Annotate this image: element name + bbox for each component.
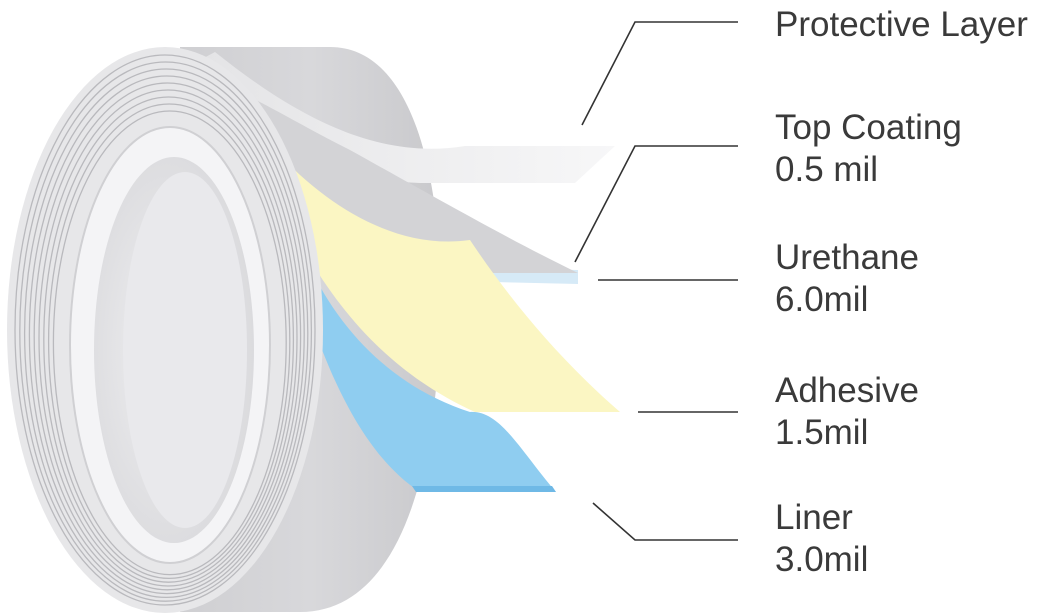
adhesive-strip (258, 150, 620, 412)
roll-wrap-line (28, 75, 305, 595)
leader-line-protective (581, 21, 738, 126)
liner-edge (412, 486, 556, 492)
roll-wrap-lines (14, 54, 316, 606)
roll-wrap-line (52, 110, 287, 576)
roll-wrap-line (43, 96, 295, 583)
label-adhesive: Adhesive 1.5mil (775, 370, 919, 454)
urethane-strip (225, 88, 578, 273)
roll-wrap-line (23, 68, 309, 599)
leader-line-top-coating (574, 145, 738, 263)
roll-wrap-line (47, 103, 291, 580)
layer-thickness: 3.0mil (775, 540, 869, 579)
layer-name: Urethane (775, 238, 919, 277)
layer-name: Protective Layer (775, 5, 1028, 44)
label-protective-layer: Protective Layer (775, 4, 1028, 46)
label-top-coating: Top Coating 0.5 mil (775, 107, 962, 191)
roll-core-shadow (123, 172, 247, 528)
layer-thickness: 0.5 mil (775, 150, 879, 189)
layer-thickness: 6.0mil (775, 280, 869, 319)
leader-lines (574, 21, 738, 541)
layer-name: Top Coating (775, 108, 962, 147)
label-liner: Liner 3.0mil (775, 497, 868, 581)
layer-name: Liner (775, 498, 853, 537)
label-urethane: Urethane 6.0mil (775, 237, 919, 321)
liner-strip (270, 170, 556, 492)
roll-wrap-line (14, 54, 316, 606)
roll-wrap-line (38, 89, 298, 587)
layer-name: Adhesive (775, 371, 919, 410)
leader-line-liner (592, 502, 738, 541)
layer-thickness: 1.5mil (775, 413, 869, 452)
roll-wrap-line (33, 82, 302, 591)
roll-wrap-line (19, 61, 313, 602)
